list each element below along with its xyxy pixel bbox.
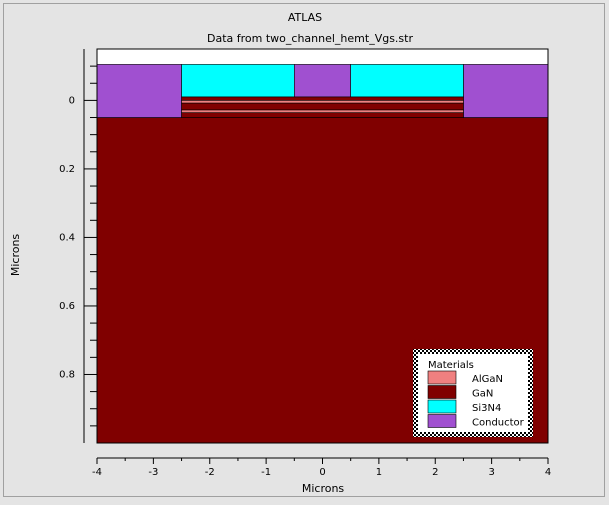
y-tick-label: 0.8 [59,369,75,380]
legend-swatch [427,399,457,414]
legend-label: Conductor [472,418,525,429]
plot-border [96,48,549,444]
legend-label: AlGaN [472,374,503,385]
legend-swatch [427,370,457,385]
x-tick-label: -2 [205,467,215,478]
region [181,102,464,111]
region [350,64,464,98]
regions [96,64,549,444]
x-tick-label: -4 [92,467,102,478]
y-axis-label: Microns [9,234,22,277]
legend-label: Si3N4 [472,403,501,414]
x-tick-label: 2 [432,467,438,478]
chart-subtitle: Data from two_channel_hemt_Vgs.str [207,32,413,45]
y-tick-label: 0.6 [59,301,75,312]
region [181,96,464,101]
region [181,112,464,118]
region [181,100,464,104]
y-tick-label: 0 [69,95,75,106]
chart-title: ATLAS [288,11,322,24]
region [294,64,351,98]
x-tick-label: -1 [261,467,271,478]
x-tick-label: -3 [148,467,158,478]
region [181,64,295,98]
x-tick-label: 4 [545,467,551,478]
legend: Materials AlGaN GaN Si3N4 Conductor [413,349,533,437]
x-tick-label: 0 [319,467,325,478]
x-tick-label: 3 [488,467,494,478]
region [181,109,464,114]
y-tick-label: 0.2 [59,164,75,175]
region [463,64,549,118]
x-tick-label: 1 [376,467,382,478]
axes: -4 -3 -2 -1 0 1 2 3 4 0 0.2 0.4 0.6 0.8 [59,48,551,478]
legend-swatch [427,414,457,428]
legend-title: Materials [428,360,474,371]
region [96,64,182,118]
x-axis-label: Microns [302,482,345,495]
legend-swatch [427,385,457,399]
y-tick-label: 0.4 [59,232,75,243]
legend-label: GaN [472,389,493,400]
